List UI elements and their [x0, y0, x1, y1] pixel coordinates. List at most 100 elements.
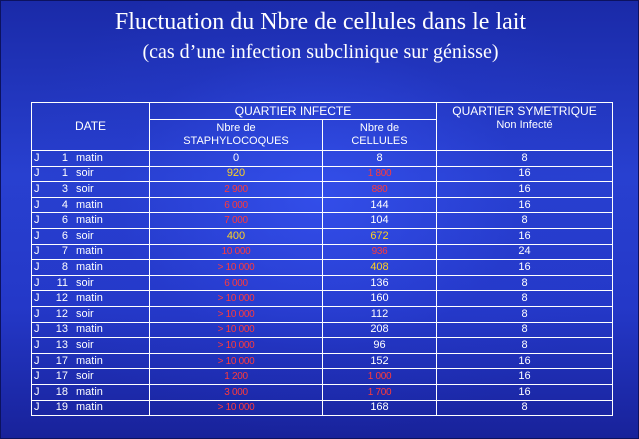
day-period: matin	[76, 323, 103, 336]
symmetric-value: 16	[436, 165, 613, 183]
staphylococci-value: 400	[149, 227, 323, 245]
cells-value: 1 000	[322, 368, 437, 385]
cells-value: 136	[322, 274, 437, 292]
table-row: J 8 matin > 10 000 408 16	[31, 259, 613, 276]
staphylococci-value: > 10 000	[149, 321, 323, 339]
header-symmetric-title: QUARTIER SYMETRIQUE	[452, 104, 597, 118]
table-row: J 19 matin > 10 000 168 8	[31, 399, 613, 417]
day-prefix: J	[34, 182, 40, 195]
day-period: soir	[76, 229, 94, 242]
staphylococci-value: 920	[149, 165, 323, 183]
table-row: J 6 matin 7 000 104 8	[31, 212, 613, 229]
symmetric-value: 8	[436, 150, 613, 167]
header-date: DATE	[31, 102, 150, 151]
day-number: 3	[61, 182, 68, 195]
header-staph-line2: STAPHYLOCOQUES	[183, 135, 289, 147]
day-period: soir	[76, 338, 94, 351]
date-cell: J 19 matin	[31, 399, 150, 417]
cells-value: 8	[322, 150, 437, 167]
data-table: DATE QUARTIER INFECTE QUARTIER SYMETRIQU…	[31, 102, 613, 417]
date-cell: J 12 matin	[31, 290, 150, 307]
cells-value: 104	[322, 212, 437, 229]
table-row: J 12 soir > 10 000 112 8	[31, 305, 613, 323]
table-body: J 1 matin 0 8 8 J 1 soir 920 1 800 16 J 3 soir 2 900 880…	[31, 150, 613, 417]
staphylococci-value: 0	[149, 150, 323, 167]
header-staphylococci: Nbre de STAPHYLOCOQUES	[149, 119, 323, 151]
table-row: J 1 soir 920 1 800 16	[31, 165, 613, 183]
table-row: J 12 matin > 10 000 160 8	[31, 290, 613, 307]
symmetric-value: 16	[436, 259, 613, 276]
day-number: 17	[55, 370, 68, 383]
day-period: soir	[76, 167, 94, 180]
day-period: matin	[76, 292, 103, 305]
date-cell: J 13 soir	[31, 337, 150, 354]
date-cell: J 6 matin	[31, 212, 150, 229]
date-cell: J 17 matin	[31, 352, 150, 370]
day-prefix: J	[34, 229, 40, 242]
symmetric-value: 16	[436, 196, 613, 214]
date-cell: J 1 soir	[31, 165, 150, 183]
cells-value: 936	[322, 243, 437, 261]
table-row: J 17 matin > 10 000 152 16	[31, 352, 613, 370]
staphylococci-value: > 10 000	[149, 305, 323, 323]
staphylococci-value: 1 200	[149, 368, 323, 385]
header-symmetric-quarter: QUARTIER SYMETRIQUE Non Infecté	[436, 102, 613, 151]
staphylococci-value: > 10 000	[149, 399, 323, 417]
table-row: J 1 matin 0 8 8	[31, 150, 613, 167]
staphylococci-value: 7 000	[149, 212, 323, 229]
day-number: 11	[56, 276, 68, 289]
day-prefix: J	[34, 354, 40, 367]
day-prefix: J	[34, 323, 40, 336]
staphylococci-value: > 10 000	[149, 352, 323, 370]
slide-subtitle: (cas d’une infection subclinique sur gén…	[142, 41, 499, 63]
table-row: J 11 soir 6 000 136 8	[31, 274, 613, 292]
symmetric-value: 8	[436, 305, 613, 323]
day-number: 1	[61, 151, 68, 164]
day-number: 19	[55, 401, 68, 414]
day-prefix: J	[34, 276, 40, 289]
day-number: 8	[61, 260, 68, 273]
cells-value: 168	[322, 399, 437, 417]
day-period: matin	[76, 385, 103, 398]
staphylococci-value: 6 000	[149, 274, 323, 292]
day-number: 12	[55, 307, 68, 320]
symmetric-value: 8	[436, 337, 613, 354]
table-row: J 13 soir > 10 000 96 8	[31, 337, 613, 354]
symmetric-value: 8	[436, 290, 613, 307]
staphylococci-value: > 10 000	[149, 337, 323, 354]
day-period: matin	[76, 198, 103, 211]
day-prefix: J	[34, 370, 40, 383]
date-cell: J 11 soir	[31, 274, 150, 292]
cells-value: 152	[322, 352, 437, 370]
symmetric-value: 8	[436, 274, 613, 292]
date-cell: J 17 soir	[31, 368, 150, 385]
day-prefix: J	[34, 260, 40, 273]
header-staph-line1: Nbre de	[216, 122, 256, 134]
day-period: matin	[76, 245, 103, 258]
day-number: 18	[55, 385, 68, 398]
symmetric-value: 16	[436, 181, 613, 198]
date-cell: J 1 matin	[31, 150, 150, 167]
day-period: soir	[76, 307, 94, 320]
header-infected-quarter: QUARTIER INFECTE	[149, 102, 437, 120]
symmetric-value: 16	[436, 383, 613, 401]
date-cell: J 4 matin	[31, 196, 150, 214]
staphylococci-value: 6 000	[149, 196, 323, 214]
header-cells: Nbre de CELLULES	[322, 119, 437, 151]
cells-value: 160	[322, 290, 437, 307]
day-period: soir	[76, 370, 94, 383]
day-prefix: J	[34, 338, 40, 351]
day-number: 1	[61, 167, 68, 180]
date-cell: J 13 matin	[31, 321, 150, 339]
staphylococci-value: 10 000	[149, 243, 323, 261]
cells-value: 672	[322, 227, 437, 245]
symmetric-value: 16	[436, 352, 613, 370]
table-row: J 6 soir 400 672 16	[31, 227, 613, 245]
symmetric-value: 16	[436, 368, 613, 385]
staphylococci-value: 2 900	[149, 181, 323, 198]
date-cell: J 18 matin	[31, 383, 150, 401]
slide-title: Fluctuation du Nbre de cellules dans le …	[114, 9, 527, 35]
day-number: 12	[55, 292, 68, 305]
cells-value: 96	[322, 337, 437, 354]
table-row: J 4 matin 6 000 144 16	[31, 196, 613, 214]
